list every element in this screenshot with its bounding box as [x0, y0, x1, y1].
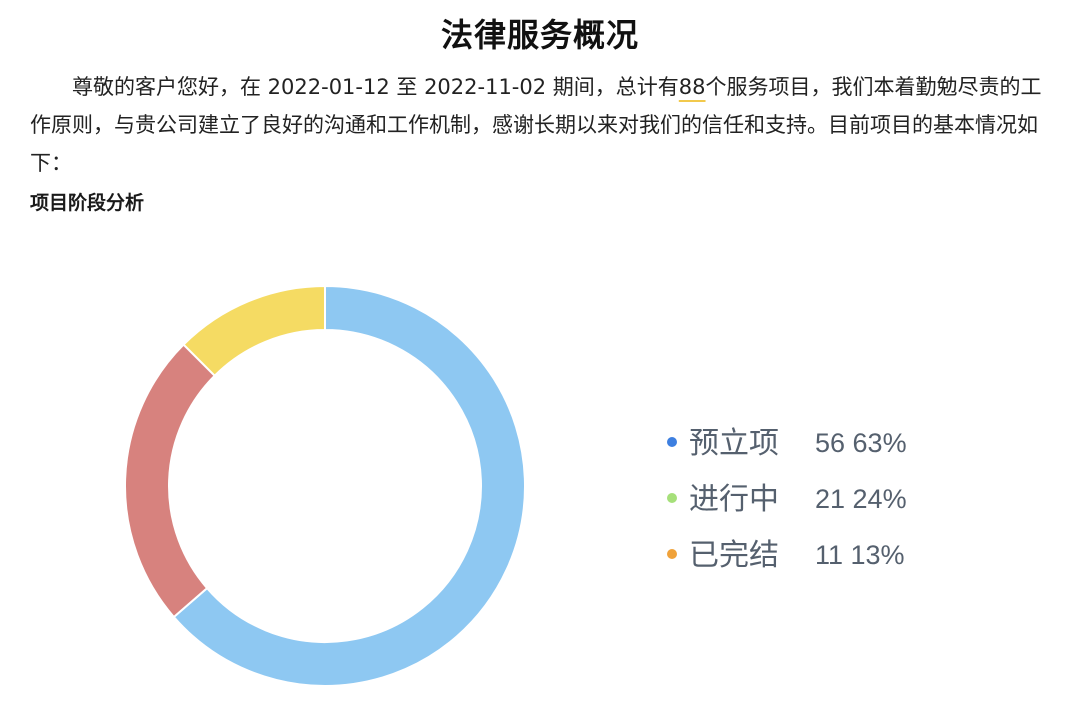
legend-dot-2 — [667, 493, 677, 503]
legend-label-3: 已完结 — [689, 538, 779, 573]
donut-slice-2 — [124, 343, 217, 619]
legend-label-2: 进行中 — [689, 482, 779, 517]
donut-slices — [124, 284, 526, 687]
legend-dot-3 — [667, 549, 677, 559]
donut-slice-3 — [182, 284, 326, 378]
section-title: 项目阶段分析 — [30, 192, 145, 214]
stage-donut-chart: 预立项 56 63% 进行中 21 24% 已完结 11 13% — [124, 284, 907, 687]
intro-paragraph: 尊敬的客户您好，在 2022-01-12 至 2022-11-02 期间，总计有… — [30, 68, 1050, 182]
service-count: 88 — [678, 75, 706, 99]
donut-slice-1 — [172, 284, 526, 687]
chart-legend: 预立项 56 63% 进行中 21 24% 已完结 11 13% — [667, 426, 907, 573]
legend-label-1: 预立项 — [689, 426, 779, 461]
legend-dot-1 — [667, 437, 677, 447]
legend-value-2: 21 24% — [815, 484, 907, 514]
page-title: 法律服务概况 — [440, 16, 639, 54]
intro-text-part1: 尊敬的客户您好，在 2022-01-12 至 2022-11-02 期间，总计有 — [72, 75, 679, 99]
intro-text-part2: 个服务项目，我们本着勤勉尽责的工作原则，与贵公司建立了良好的沟通和工作机制，感谢… — [30, 75, 1042, 175]
legend-value-1: 56 63% — [815, 428, 907, 458]
legend-value-3: 11 13% — [815, 540, 905, 570]
